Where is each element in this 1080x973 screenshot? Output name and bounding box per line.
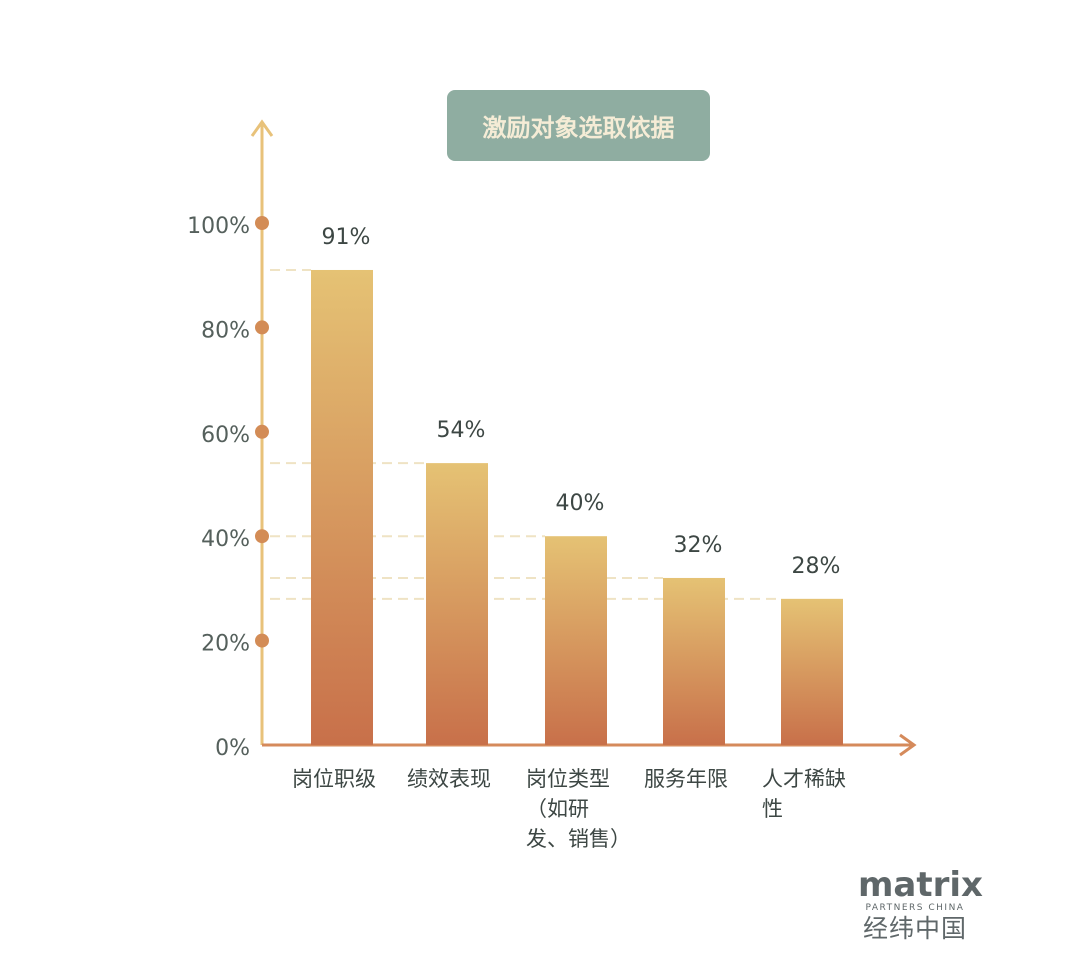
value-label: 28% [792, 554, 841, 579]
x-tick-label: 绩效表现 [407, 767, 491, 791]
value-label: 40% [556, 491, 605, 516]
y-tick-label: 0% [215, 736, 250, 761]
value-label: 54% [437, 418, 486, 443]
y-tick-dot [255, 424, 269, 439]
x-axis-arrow [899, 733, 917, 757]
value-label: 32% [674, 533, 723, 558]
bar [311, 269, 373, 745]
logo-name: matrix [858, 865, 983, 905]
x-tick-label: 人才稀缺性 [762, 767, 846, 821]
logo-tagline: PARTNERS CHINA [865, 903, 965, 913]
y-tick-dot [255, 633, 269, 648]
x-tick-label: 服务年限 [644, 767, 728, 791]
x-tick-label: 岗位类型（如研发、销售） [526, 767, 631, 851]
logo: matrix PARTNERS CHINA 经纬中国 [858, 865, 983, 944]
y-tick-dot [255, 320, 269, 335]
bar [545, 536, 607, 745]
y-tick-label: 60% [201, 423, 250, 448]
y-tick-dot [255, 216, 269, 230]
bar [781, 598, 843, 745]
logo-chinese: 经纬中国 [862, 914, 967, 943]
bar [426, 463, 488, 745]
y-tick-dot [255, 529, 269, 544]
y-tick-label: 80% [201, 318, 250, 343]
bar [663, 577, 725, 745]
y-tick-label: 20% [201, 632, 250, 657]
chart-title: 激励对象选取依据 [447, 90, 710, 161]
y-tick-label: 40% [201, 527, 250, 552]
value-label: 91% [322, 225, 371, 250]
y-tick-label: 100% [187, 214, 250, 239]
y-axis-arrow [250, 119, 274, 137]
x-tick-label: 岗位职级 [292, 767, 376, 791]
